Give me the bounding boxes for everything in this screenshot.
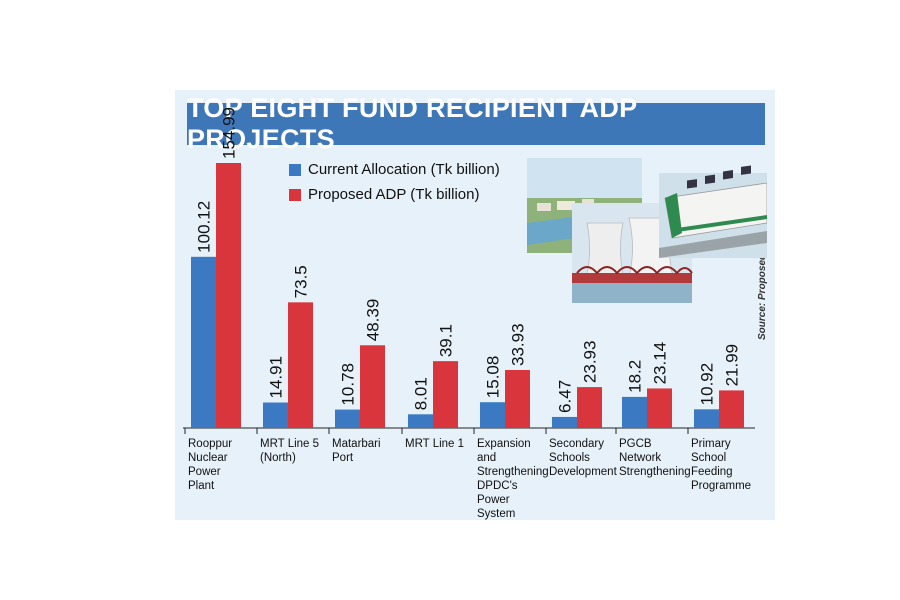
category-label-1: Rooppur Nuclear Power Plant	[188, 437, 256, 493]
data-label-proposed-2: 73.5	[292, 265, 311, 298]
bar-current-1	[191, 256, 216, 428]
data-label-current-4: 8.01	[412, 377, 431, 410]
bar-current-6	[552, 416, 577, 428]
category-label-line: Rooppur	[188, 438, 233, 450]
bar-current-8	[694, 409, 719, 428]
legend-swatch-proposed	[289, 188, 301, 201]
category-label-7: PGCB Network Strengthening	[619, 437, 691, 479]
bar-proposed-4	[433, 361, 458, 428]
category-label-3: Matarbari Port	[332, 437, 400, 465]
bar-current-7	[622, 396, 647, 428]
legend-label-proposed: Proposed ADP (Tk billion)	[308, 186, 480, 203]
category-label-line: Power	[188, 466, 221, 478]
category-label-line: MRT Line 5	[260, 438, 320, 450]
bar-proposed-3	[360, 345, 385, 428]
category-label-4: MRT Line 1	[405, 437, 473, 451]
category-label-2: MRT Line 5 (North)	[260, 437, 328, 465]
category-label-line: Primary	[691, 438, 731, 450]
data-label-proposed-8: 21.99	[723, 344, 742, 387]
category-label-line: Power System	[477, 494, 516, 520]
bar-current-2	[263, 402, 288, 428]
category-label-line: Expansion and	[477, 438, 531, 464]
category-label-6: Secondary Schools Development	[549, 437, 617, 479]
category-label-5: Expansion and Strengthening DPDC's Power Sy…	[477, 437, 549, 521]
data-label-proposed-6: 23.93	[581, 341, 600, 384]
bar-current-3	[335, 409, 360, 428]
data-label-current-6: 6.47	[556, 380, 575, 413]
category-label-line: School	[691, 452, 727, 464]
data-label-current-1: 100.12	[195, 201, 214, 253]
category-label-line: Strengthening	[477, 466, 549, 478]
category-label-line: Plant	[188, 480, 215, 492]
category-label-line: (North)	[260, 452, 296, 464]
data-label-proposed-5: 33.93	[509, 323, 528, 366]
bar-proposed-5	[505, 369, 530, 428]
legend-item-proposed: Proposed ADP (Tk billion)	[289, 186, 479, 203]
bar-proposed-2	[288, 302, 313, 428]
legend-label-current: Current Allocation (Tk billion)	[308, 161, 500, 178]
legend-swatch-current	[289, 163, 301, 176]
category-label-line: Matarbari	[332, 438, 381, 450]
data-label-current-8: 10.92	[698, 363, 717, 406]
category-label-line: Programme	[691, 480, 752, 492]
bar-current-5	[480, 402, 505, 428]
category-label-line: Network	[619, 452, 662, 464]
legend-item-current: Current Allocation (Tk billion)	[289, 161, 500, 178]
bar-current-4	[408, 414, 433, 428]
data-label-current-5: 15.08	[484, 356, 503, 399]
category-label-line: MRT Line 1	[405, 438, 465, 450]
category-label-line: DPDC's	[477, 480, 518, 492]
category-label-line: Feeding	[691, 466, 733, 478]
bar-proposed-6	[577, 387, 602, 428]
category-label-line: Port	[332, 452, 354, 464]
data-label-proposed-3: 48.39	[364, 299, 383, 342]
data-label-current-7: 18.2	[626, 360, 645, 393]
bar-proposed-1	[216, 163, 241, 428]
data-label-proposed-4: 39.1	[437, 324, 456, 357]
data-label-proposed-7: 23.14	[651, 342, 670, 385]
bar-proposed-8	[719, 390, 744, 428]
data-label-proposed-1: 154.99	[220, 107, 239, 159]
data-label-current-3: 10.78	[339, 363, 358, 406]
category-label-line: Strengthening	[619, 466, 691, 478]
category-label-line: PGCB	[619, 438, 652, 450]
chart-panel	[175, 90, 775, 520]
category-label-line: Secondary	[549, 438, 604, 450]
category-label-line: Schools	[549, 452, 590, 464]
bar-proposed-7	[647, 388, 672, 428]
category-label-8: Primary School Feeding Programme	[691, 437, 759, 493]
category-label-line: Nuclear	[188, 452, 228, 464]
category-label-line: Development	[549, 466, 617, 478]
metro-train-image	[659, 165, 767, 258]
project-photo-collage	[527, 158, 767, 303]
data-label-current-2: 14.91	[267, 356, 286, 399]
